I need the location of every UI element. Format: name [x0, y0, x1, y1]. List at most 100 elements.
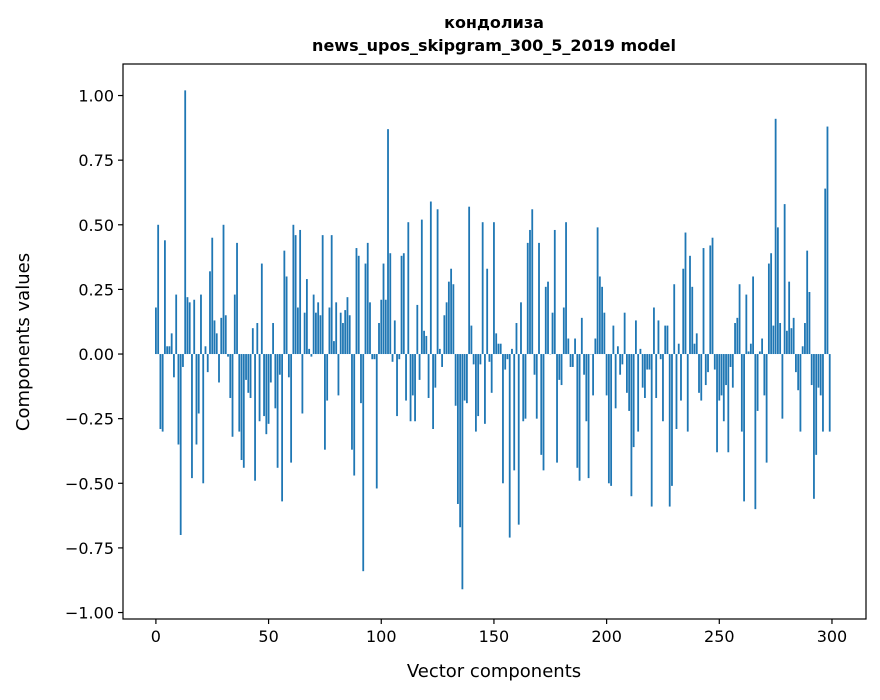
- bar-202: [610, 354, 612, 486]
- bar-288: [804, 323, 806, 354]
- bar-213: [635, 320, 637, 354]
- bar-285: [797, 354, 799, 390]
- chart-title: кондолиза: [444, 13, 544, 32]
- bar-294: [818, 354, 820, 388]
- bar-177: [554, 230, 556, 354]
- x-tick-label: 0: [151, 627, 161, 646]
- bar-252: [723, 354, 725, 421]
- bar-144: [480, 354, 482, 364]
- bar-255: [730, 354, 732, 367]
- bar-8: [173, 354, 175, 377]
- x-axis-label: Vector components: [407, 661, 581, 682]
- bar-154: [502, 354, 504, 483]
- y-tick-label: 1.00: [78, 87, 114, 106]
- bar-259: [739, 284, 741, 354]
- bar-241: [698, 354, 700, 393]
- y-axis-label: Components values: [13, 253, 34, 431]
- bar-9: [175, 295, 177, 354]
- bar-281: [788, 282, 790, 354]
- x-tick-label: 300: [817, 627, 848, 646]
- bar-60: [290, 354, 292, 463]
- bar-133: [455, 354, 457, 406]
- y-tick-label: −0.50: [65, 474, 114, 493]
- bar-145: [482, 222, 484, 354]
- bar-298: [827, 127, 829, 354]
- bar-75: [324, 354, 326, 450]
- bar-265: [752, 276, 754, 354]
- bar-268: [759, 351, 761, 354]
- bar-223: [658, 320, 660, 354]
- bar-188: [579, 354, 581, 481]
- bar-296: [822, 354, 824, 432]
- bar-67: [306, 279, 308, 354]
- bar-131: [450, 269, 452, 354]
- bar-289: [806, 251, 808, 354]
- bar-93: [365, 264, 367, 354]
- bar-52: [272, 323, 274, 354]
- bar-137: [464, 354, 466, 401]
- bar-147: [486, 269, 488, 354]
- bar-114: [412, 354, 414, 395]
- bar-65: [301, 354, 303, 413]
- bar-141: [473, 354, 475, 364]
- bar-123: [432, 354, 434, 429]
- bar-132: [452, 284, 454, 354]
- bar-81: [338, 354, 340, 395]
- bar-198: [601, 287, 603, 354]
- bar-42: [250, 354, 252, 398]
- bar-63: [297, 308, 299, 355]
- bar-217: [644, 354, 646, 398]
- bar-233: [680, 354, 682, 401]
- bar-211: [631, 354, 633, 496]
- bar-101: [383, 264, 385, 354]
- bar-41: [247, 354, 249, 393]
- bar-245: [707, 354, 709, 372]
- bar-35: [234, 295, 236, 354]
- bar-118: [421, 220, 423, 354]
- bar-2: [160, 354, 162, 429]
- bar-295: [820, 354, 822, 395]
- bar-95: [369, 302, 371, 354]
- bar-257: [734, 323, 736, 354]
- bar-235: [685, 233, 687, 354]
- bar-129: [446, 302, 448, 354]
- bar-92: [362, 354, 364, 571]
- bar-215: [640, 349, 642, 354]
- bar-25: [211, 238, 213, 354]
- bar-199: [603, 313, 605, 354]
- bar-170: [538, 243, 540, 354]
- chart-subtitle: news_upos_skipgram_300_5_2019 model: [312, 36, 676, 55]
- bar-56: [281, 354, 283, 501]
- bar-220: [651, 354, 653, 507]
- bar-171: [540, 354, 542, 455]
- bar-102: [385, 300, 387, 354]
- bar-274: [772, 326, 774, 354]
- bar-6: [169, 346, 171, 354]
- bar-26: [214, 320, 216, 354]
- bar-242: [700, 354, 702, 401]
- bar-1: [157, 225, 159, 354]
- bar-107: [396, 354, 398, 416]
- bar-31: [225, 315, 227, 354]
- bar-185: [572, 354, 574, 367]
- bar-262: [745, 295, 747, 354]
- bar-69: [310, 354, 312, 357]
- bar-167: [531, 209, 533, 354]
- bar-91: [360, 354, 362, 403]
- bar-4: [164, 240, 166, 354]
- bar-227: [667, 326, 669, 354]
- bar-164: [525, 354, 527, 419]
- bar-157: [509, 354, 511, 538]
- bar-111: [405, 354, 407, 401]
- bar-15: [189, 302, 191, 354]
- bar-246: [709, 245, 711, 354]
- bar-230: [673, 284, 675, 354]
- bar-286: [800, 354, 802, 432]
- bar-130: [448, 282, 450, 354]
- bar-50: [268, 354, 270, 424]
- bar-51: [270, 354, 272, 382]
- bar-161: [518, 354, 520, 525]
- x-tick-label: 200: [591, 627, 622, 646]
- bar-72: [317, 302, 319, 354]
